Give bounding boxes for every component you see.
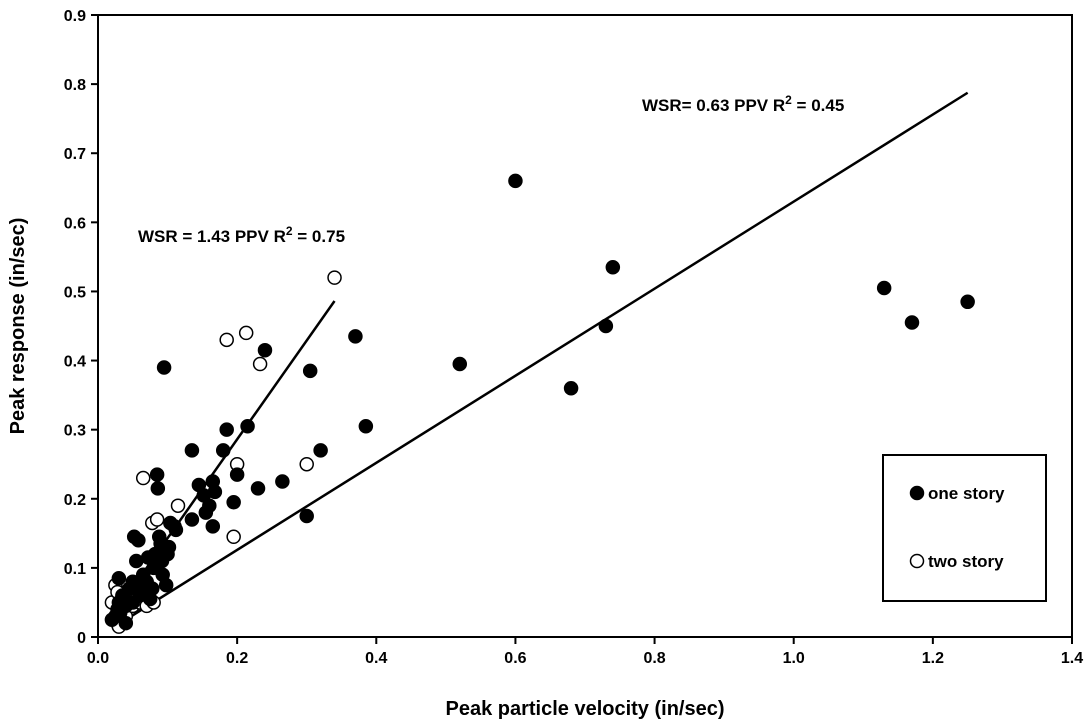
two-story-point: [226, 529, 241, 545]
y-tick-label: 0.1: [64, 561, 86, 578]
one-story-point: [207, 484, 223, 500]
one-story-point: [226, 494, 241, 510]
y-tick-label: 0.9: [64, 8, 86, 25]
trendline-1-exponent: 2: [286, 224, 293, 238]
x-tick-label: 0.2: [226, 650, 248, 667]
one-story-point: [149, 467, 165, 482]
legend: one story two story: [882, 454, 1047, 602]
one-story-point: [219, 422, 234, 437]
one-story-point: [348, 329, 363, 344]
y-tick-label: 0.4: [64, 354, 86, 371]
data-points: [104, 173, 975, 634]
one-story-point: [563, 380, 579, 396]
one-story-point: [215, 443, 231, 458]
one-story-point: [161, 539, 177, 555]
trendline-2-exponent: 2: [785, 93, 792, 107]
one-story-point: [250, 481, 266, 496]
one-story-point: [904, 315, 920, 330]
trendline-1-label: WSR = 1.43 PPV R: [138, 227, 286, 246]
one-story-point: [158, 577, 174, 593]
y-tick-label: 0.7: [64, 146, 86, 163]
two-story-point: [135, 470, 151, 486]
one-story-point: [129, 553, 144, 569]
x-tick-label: 1.0: [783, 650, 805, 667]
trendline-2-r2: = 0.45: [792, 96, 844, 115]
x-tick-label: 0.8: [643, 650, 665, 667]
one-story-point: [302, 363, 318, 379]
one-story-point: [452, 356, 468, 372]
one-story-point: [257, 342, 273, 358]
one-story-point: [150, 481, 166, 496]
two-story-point: [299, 456, 314, 472]
one-story-point: [313, 443, 328, 458]
one-story-point: [299, 508, 314, 524]
x-tick-label: 0.6: [504, 650, 526, 667]
one-story-point: [184, 443, 200, 458]
legend-marker-one-story: [909, 485, 925, 501]
two-story-point: [219, 332, 234, 348]
one-story-point: [229, 467, 245, 482]
trendline-1-r2: = 0.75: [293, 227, 345, 246]
one-story-point: [145, 581, 160, 596]
y-tick-label: 0.5: [64, 284, 86, 301]
two-story-point: [238, 325, 254, 341]
one-story-point: [118, 615, 134, 631]
y-tick-label: 0.8: [64, 77, 86, 94]
trendline-2-equation: WSR= 0.63 PPV R2 = 0.45: [642, 93, 844, 115]
x-tick-label: 1.2: [922, 650, 944, 667]
y-tick-label: 0.6: [64, 215, 86, 232]
one-story-point: [508, 173, 523, 189]
one-story-point: [184, 512, 200, 527]
x-axis-title: Peak particle velocity (in/sec): [445, 698, 724, 720]
legend-label-one-story: one story: [928, 484, 1005, 503]
two-story-point: [170, 498, 186, 513]
axis-ticks: 0.0 0.2 0.4 0.6 0.8 1.0 1.2 1.4 0 0.1 0.2 0.3 0.4 0.5…: [64, 8, 1083, 667]
one-story-point: [240, 418, 255, 434]
one-story-point: [111, 571, 127, 586]
one-story-point: [598, 318, 614, 334]
one-story-point: [156, 360, 172, 375]
two-story-point: [252, 356, 268, 372]
plot-area: [97, 14, 1073, 638]
one-story-point: [960, 294, 975, 310]
trendline-2-label: WSR= 0.63 PPV R: [642, 96, 785, 115]
trendline-1-equation: WSR = 1.43 PPV R2 = 0.75: [138, 224, 345, 246]
one-story-point: [358, 418, 374, 434]
one-story-point: [605, 260, 621, 275]
one-story-point: [131, 532, 146, 548]
x-tick-label: 0.4: [365, 650, 387, 667]
legend-label-two-story: two story: [928, 552, 1004, 571]
two-story-point: [149, 512, 165, 527]
one-story-point: [876, 280, 892, 296]
x-tick-label: 0.0: [87, 650, 109, 667]
y-tick-label: 0.3: [64, 423, 86, 440]
trendline-2: [111, 91, 969, 630]
trendlines: [110, 91, 969, 630]
y-tick-label: 0.2: [64, 492, 86, 509]
legend-marker-two-story: [909, 553, 925, 569]
one-story-point: [275, 474, 290, 489]
two-story-point: [327, 270, 342, 285]
one-story-point: [202, 498, 217, 513]
y-axis-title: Peak response (in/sec): [7, 218, 29, 435]
y-tick-label: 0: [77, 630, 86, 647]
one-story-point: [205, 519, 221, 534]
x-tick-label: 1.4: [1061, 650, 1083, 667]
one-story-point: [168, 522, 184, 538]
legend-box: [882, 454, 1047, 602]
